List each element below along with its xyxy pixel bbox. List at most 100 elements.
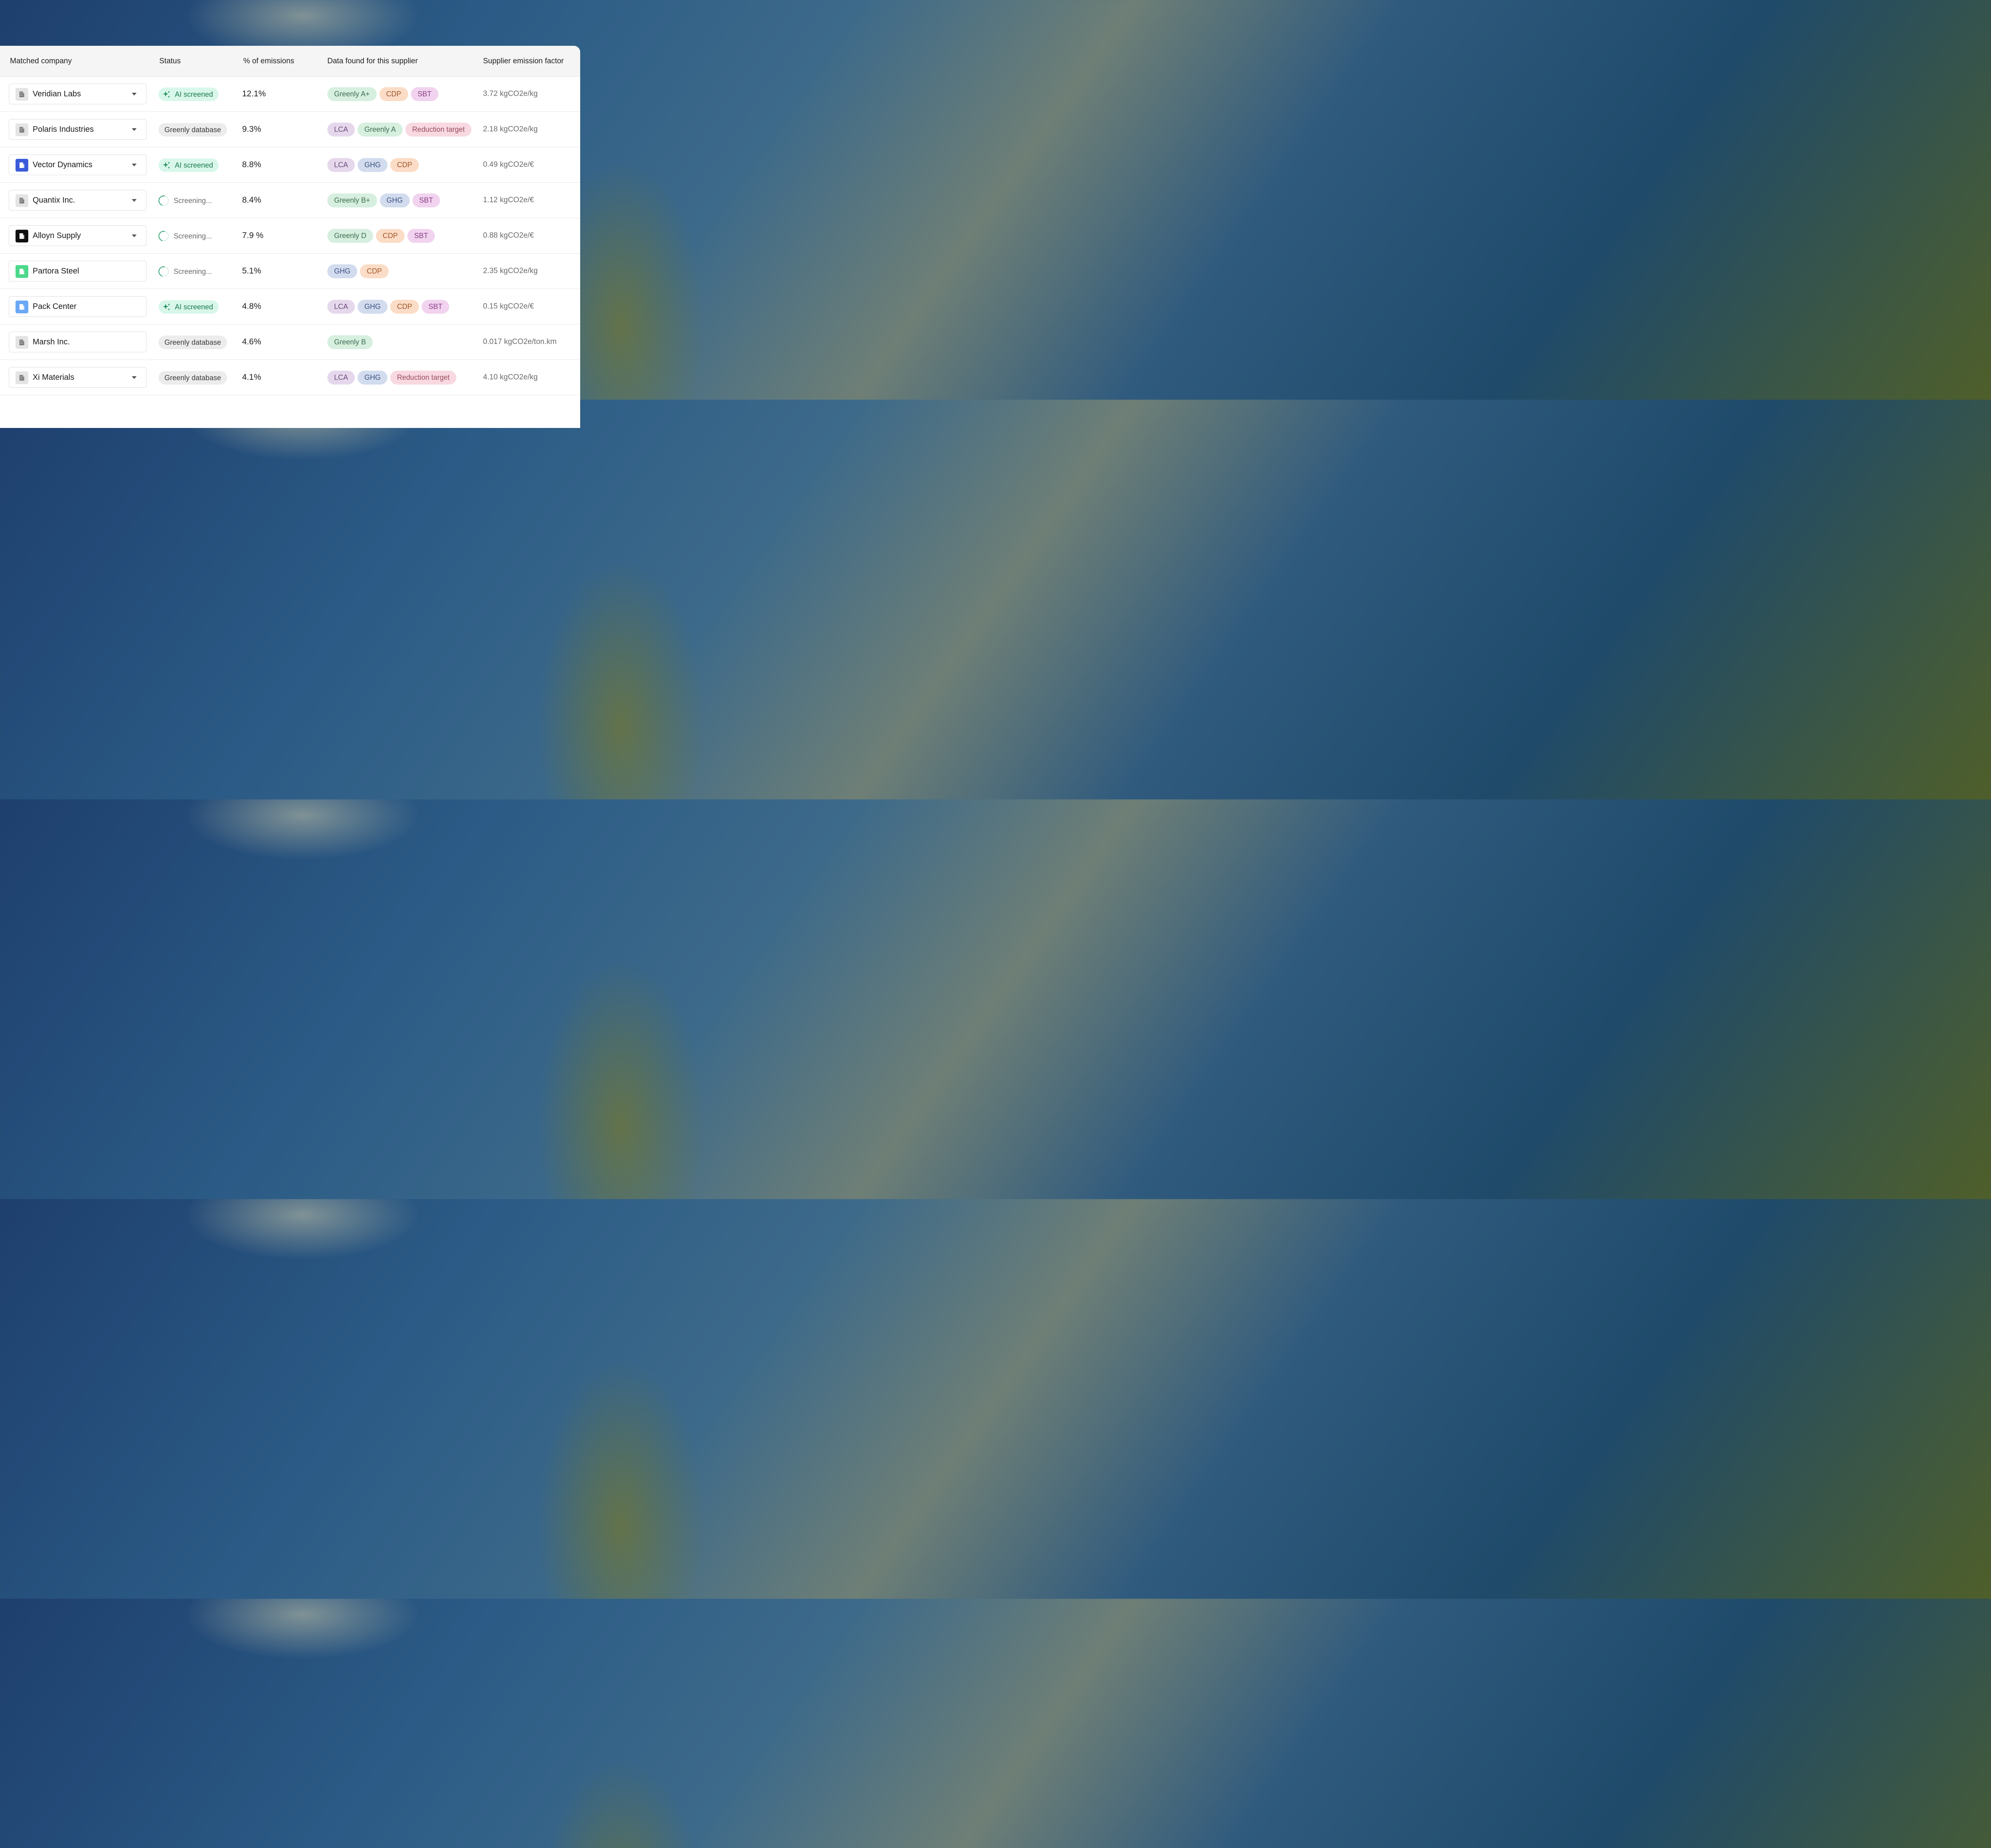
company-select[interactable]: Polaris Industries bbox=[9, 119, 147, 140]
company-name: Polaris Industries bbox=[33, 125, 94, 134]
status-label: AI screened bbox=[175, 303, 213, 311]
chevron-down-icon[interactable] bbox=[132, 234, 137, 237]
status-badge: Greenly database bbox=[158, 336, 227, 349]
building-icon bbox=[16, 194, 28, 207]
company-name: Quantix Inc. bbox=[33, 196, 75, 205]
data-tags: LCA Greenly A Reduction target bbox=[327, 123, 472, 137]
suppliers-table: Matched company Status % of emissions Da… bbox=[0, 46, 580, 428]
data-tags: Greenly B+ GHG SBT bbox=[327, 193, 440, 207]
data-tag: CDP bbox=[360, 264, 389, 278]
building-icon bbox=[16, 88, 28, 101]
emissions-percent: 4.8% bbox=[242, 302, 261, 311]
company-name: Alloyn Supply bbox=[33, 231, 81, 240]
emissions-percent: 4.6% bbox=[242, 337, 261, 346]
header-status[interactable]: Status bbox=[159, 57, 181, 65]
data-tags: Greenly B bbox=[327, 335, 373, 349]
status-label: AI screened bbox=[175, 161, 213, 169]
table-row[interactable]: Xi Materials Greenly database 4.1% LCA GHG Re… bbox=[0, 360, 580, 395]
sparkle-icon bbox=[162, 90, 175, 99]
data-tag: CDP bbox=[376, 229, 405, 243]
company-select[interactable]: Marsh Inc. bbox=[9, 332, 147, 352]
table-row[interactable]: Vector Dynamics AI screened 8.8% LCA GHG CDP 0… bbox=[0, 147, 580, 183]
status-badge: Screening... bbox=[156, 193, 212, 208]
status-badge: AI screened bbox=[158, 300, 219, 314]
status-label: Screening... bbox=[174, 267, 212, 275]
emissions-percent: 8.8% bbox=[242, 160, 261, 169]
building-icon bbox=[16, 371, 28, 384]
table-row[interactable]: Quantix Inc. Screening... 8.4% Greenly B+ GH… bbox=[0, 183, 580, 218]
chevron-down-icon[interactable] bbox=[132, 376, 137, 379]
emission-factor: 3.72 kgCO2e/kg bbox=[483, 90, 538, 98]
emissions-percent: 8.4% bbox=[242, 195, 261, 205]
status-label: Screening... bbox=[174, 232, 212, 240]
status-badge: Screening... bbox=[156, 264, 212, 279]
data-tag: Greenly A bbox=[358, 123, 403, 137]
data-tag: GHG bbox=[358, 371, 388, 385]
company-name: Vector Dynamics bbox=[33, 160, 93, 169]
company-name: Partora Steel bbox=[33, 267, 79, 275]
chevron-down-icon[interactable] bbox=[132, 128, 137, 131]
data-tag: GHG bbox=[379, 193, 410, 207]
data-tags: Greenly D CDP SBT bbox=[327, 229, 435, 243]
company-select[interactable]: Veridian Labs bbox=[9, 84, 147, 104]
data-tag: GHG bbox=[358, 158, 388, 172]
data-tag: CDP bbox=[379, 87, 408, 101]
table-row[interactable]: Polaris Industries Greenly database 9.3% LC… bbox=[0, 112, 580, 147]
header-emission-factor[interactable]: Supplier emission factor bbox=[483, 57, 564, 65]
data-tag: SBT bbox=[411, 87, 438, 101]
company-select[interactable]: Alloyn Supply bbox=[9, 225, 147, 246]
company-select[interactable]: Xi Materials bbox=[9, 367, 147, 388]
data-tag: SBT bbox=[407, 229, 435, 243]
data-tag: GHG bbox=[327, 264, 358, 278]
building-icon bbox=[16, 265, 28, 278]
data-tag: LCA bbox=[327, 371, 355, 385]
data-tag: Greenly D bbox=[327, 229, 374, 243]
header-matched-company[interactable]: Matched company bbox=[10, 57, 72, 65]
status-label: Greenly database bbox=[164, 373, 221, 382]
building-icon bbox=[16, 123, 28, 136]
header-percent-emissions[interactable]: % of emissions bbox=[243, 57, 294, 65]
emission-factor: 2.18 kgCO2e/kg bbox=[483, 125, 538, 133]
data-tag: SBT bbox=[412, 193, 440, 207]
sparkle-icon bbox=[162, 161, 175, 170]
building-icon bbox=[16, 159, 28, 172]
table-row[interactable]: Veridian Labs AI screened 12.1% Greenly A+ C… bbox=[0, 76, 580, 112]
company-name: Marsh Inc. bbox=[33, 338, 70, 346]
status-label: AI screened bbox=[175, 90, 213, 98]
data-tag: Reduction target bbox=[390, 371, 457, 385]
building-icon bbox=[16, 336, 28, 349]
building-icon bbox=[16, 230, 28, 242]
status-badge: Greenly database bbox=[158, 371, 227, 385]
data-tag: Greenly B bbox=[327, 335, 373, 349]
table-header: Matched company Status % of emissions Da… bbox=[0, 46, 580, 77]
data-tag: Greenly A+ bbox=[327, 87, 377, 101]
data-tag: Greenly B+ bbox=[327, 193, 377, 207]
company-select[interactable]: Pack Center bbox=[9, 296, 147, 317]
emission-factor: 2.35 kgCO2e/kg bbox=[483, 267, 538, 275]
company-name: Veridian Labs bbox=[33, 90, 81, 98]
table-row[interactable]: Partora Steel Screening... 5.1% GHG CDP 2.35 … bbox=[0, 254, 580, 289]
chevron-down-icon[interactable] bbox=[132, 164, 137, 166]
table-row[interactable]: Marsh Inc. Greenly database 4.6% Greenly B 0… bbox=[0, 324, 580, 360]
table-row[interactable]: Pack Center AI screened 4.8% LCA GHG CDP SBT 0.… bbox=[0, 289, 580, 324]
company-select[interactable]: Partora Steel bbox=[9, 261, 147, 281]
emissions-percent: 4.1% bbox=[242, 373, 261, 382]
chevron-down-icon[interactable] bbox=[132, 199, 137, 202]
header-data-found[interactable]: Data found for this supplier bbox=[327, 57, 418, 65]
chevron-down-icon[interactable] bbox=[132, 93, 137, 96]
data-tags: LCA GHG Reduction target bbox=[327, 371, 457, 385]
company-select[interactable]: Quantix Inc. bbox=[9, 190, 147, 211]
emissions-percent: 9.3% bbox=[242, 125, 261, 134]
company-select[interactable]: Vector Dynamics bbox=[9, 154, 147, 175]
data-tags: Greenly A+ CDP SBT bbox=[327, 87, 438, 101]
status-badge: AI screened bbox=[158, 88, 219, 101]
status-label: Greenly database bbox=[164, 125, 221, 134]
loading-spinner-icon bbox=[156, 193, 171, 208]
loading-spinner-icon bbox=[156, 229, 171, 243]
data-tag: LCA bbox=[327, 158, 355, 172]
emission-factor: 0.017 kgCO2e/ton.km bbox=[483, 338, 557, 346]
status-badge: AI screened bbox=[158, 158, 219, 172]
emission-factor: 4.10 kgCO2e/kg bbox=[483, 373, 538, 381]
emission-factor: 0.15 kgCO2e/€ bbox=[483, 302, 534, 311]
